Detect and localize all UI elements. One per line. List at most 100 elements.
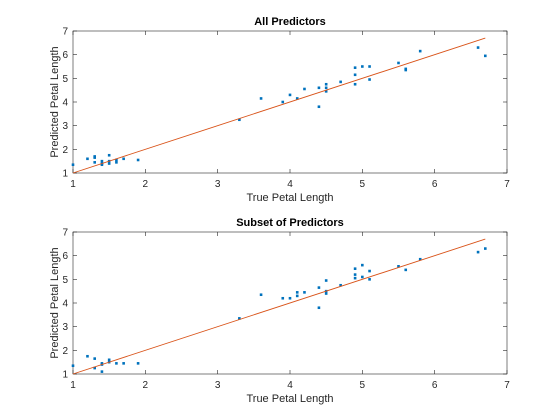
subplot-subset-of-predictors: Subset of Predictors True Petal Length P… xyxy=(49,217,510,405)
plot-title: Subset of Predictors xyxy=(236,217,344,229)
data-point xyxy=(122,362,125,365)
y-tick-label: 4 xyxy=(62,299,68,310)
x-axis-label: True Petal Length xyxy=(246,192,333,204)
data-point xyxy=(361,65,364,68)
data-point xyxy=(238,118,241,122)
y-tick-label: 3 xyxy=(62,322,68,333)
data-point xyxy=(418,49,422,53)
y-tick-label: 6 xyxy=(62,251,68,262)
data-point xyxy=(353,66,357,69)
data-point xyxy=(295,97,299,100)
fit-line xyxy=(72,37,486,174)
x-tick-label: 2 xyxy=(143,179,149,190)
y-tick-label: 2 xyxy=(62,145,68,156)
x-tick-label: 4 xyxy=(287,380,293,391)
data-point xyxy=(288,296,292,300)
x-axis-label: True Petal Length xyxy=(246,393,333,405)
data-point xyxy=(93,155,96,158)
data-point xyxy=(93,357,96,360)
x-tick-label: 6 xyxy=(432,380,438,391)
data-point xyxy=(404,67,408,71)
data-point xyxy=(259,293,263,297)
plot-title: All Predictors xyxy=(254,16,326,28)
data-point xyxy=(368,269,371,273)
data-point xyxy=(317,306,321,310)
data-point xyxy=(484,54,487,58)
data-point xyxy=(361,275,364,279)
data-point xyxy=(100,159,104,163)
data-point xyxy=(339,80,342,84)
data-point xyxy=(115,362,118,365)
data-point xyxy=(361,263,364,267)
y-axis-label: Predicted Petal Length xyxy=(49,46,61,157)
data-point xyxy=(295,294,299,298)
data-point xyxy=(136,362,140,365)
data-point xyxy=(86,157,89,161)
data-point xyxy=(281,100,285,104)
data-point xyxy=(476,46,480,49)
data-point xyxy=(238,317,241,320)
data-point xyxy=(324,82,328,86)
data-point xyxy=(259,97,263,100)
data-point xyxy=(353,82,357,86)
data-point xyxy=(317,86,321,90)
y-tick-label: 7 xyxy=(62,27,68,38)
data-point xyxy=(339,283,342,287)
y-tick-label: 1 xyxy=(62,169,68,180)
data-point xyxy=(93,161,96,164)
data-point xyxy=(115,161,118,164)
y-axis-label: Predicted Petal Length xyxy=(49,247,61,358)
x-tick-label: 2 xyxy=(143,380,149,391)
data-point xyxy=(353,276,357,280)
data-point xyxy=(368,278,371,281)
y-tick-label: 6 xyxy=(62,50,68,61)
data-point xyxy=(484,247,487,250)
data-point xyxy=(93,366,96,370)
x-tick-label: 1 xyxy=(70,380,76,391)
y-tick-label: 1 xyxy=(62,370,68,381)
x-tick-label: 5 xyxy=(360,179,366,190)
x-tick-label: 4 xyxy=(287,179,293,190)
data-point xyxy=(86,354,89,358)
data-point xyxy=(295,291,299,294)
data-point xyxy=(115,158,118,162)
data-point xyxy=(107,162,111,165)
data-point xyxy=(353,73,357,77)
data-point xyxy=(107,358,111,362)
data-point xyxy=(317,105,321,109)
data-point xyxy=(122,157,125,161)
data-point xyxy=(317,286,321,289)
x-tick-label: 7 xyxy=(504,380,510,391)
data-point xyxy=(303,291,306,294)
data-point xyxy=(324,86,328,90)
data-point xyxy=(71,163,75,167)
x-tick-label: 3 xyxy=(215,179,221,190)
data-point xyxy=(107,153,111,157)
data-point xyxy=(324,292,328,295)
x-tick-label: 3 xyxy=(215,380,221,391)
x-tick-label: 7 xyxy=(504,179,510,190)
y-tick-label: 7 xyxy=(62,228,68,239)
data-point xyxy=(353,267,357,270)
subplot-all-predictors: All Predictors True Petal Length Predict… xyxy=(49,16,510,204)
data-point xyxy=(368,65,371,68)
data-point xyxy=(71,364,75,368)
data-point xyxy=(324,279,328,282)
y-tick-label: 5 xyxy=(62,74,68,85)
y-tick-label: 5 xyxy=(62,275,68,286)
y-tick-label: 3 xyxy=(62,121,68,132)
data-point xyxy=(136,158,140,162)
fit-line xyxy=(72,238,486,375)
x-tick-label: 5 xyxy=(360,380,366,391)
data-point xyxy=(404,268,408,272)
data-point xyxy=(281,296,285,300)
y-tick-label: 2 xyxy=(62,346,68,357)
data-point xyxy=(100,163,104,167)
data-point xyxy=(324,90,328,93)
data-point xyxy=(288,93,292,97)
y-tick-label: 4 xyxy=(62,98,68,109)
x-tick-label: 1 xyxy=(70,179,76,190)
x-tick-label: 6 xyxy=(432,179,438,190)
data-point xyxy=(100,370,104,373)
